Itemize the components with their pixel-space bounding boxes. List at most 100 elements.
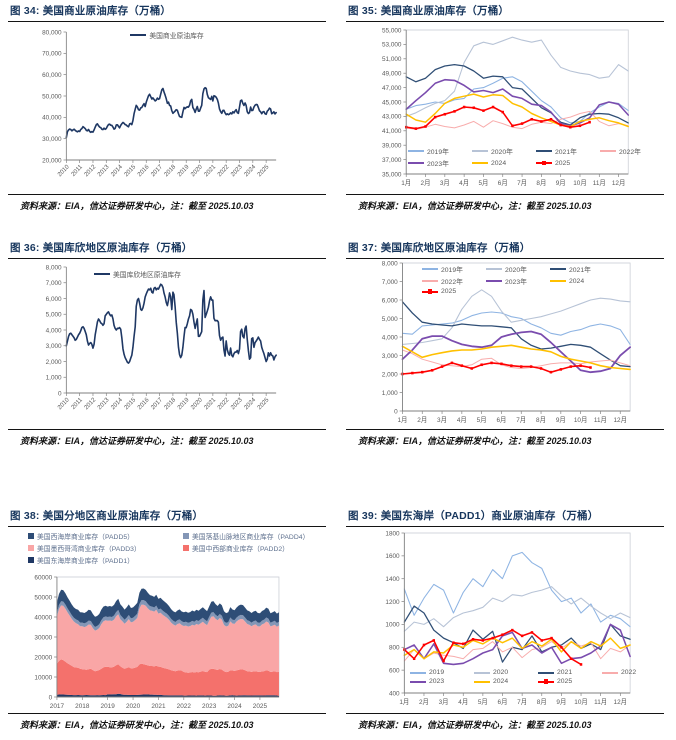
legend-item: 美国库欣地区原油库存 xyxy=(94,269,181,279)
svg-text:40000: 40000 xyxy=(34,614,52,621)
title-divider xyxy=(346,526,664,528)
legend-label: 2024 xyxy=(491,159,507,167)
svg-text:2010: 2010 xyxy=(56,396,71,411)
svg-text:12月: 12月 xyxy=(613,416,627,424)
legend-swatch-icon xyxy=(550,280,566,283)
title-divider xyxy=(346,21,664,23)
figure-35-legend: 2019年 2020年 2021年 2022年 2023年 2024 2025 xyxy=(408,146,652,168)
legend-swatch-icon xyxy=(538,671,554,674)
figure-34: 图 34: 美国商业原油库存（万桶） 美国商业原油库存 20,000 30,000… xyxy=(0,0,338,237)
source-divider xyxy=(8,429,326,431)
legend-item: 2023 xyxy=(410,678,462,685)
figure-34-chart-area: 美国商业原油库存 20,000 30,000 40,000 50,000 60,000 7… xyxy=(8,22,326,194)
svg-text:2018: 2018 xyxy=(75,703,90,710)
svg-text:70,000: 70,000 xyxy=(42,51,62,58)
svg-text:2021: 2021 xyxy=(151,703,166,710)
legend-item: 2020年 xyxy=(486,264,538,274)
svg-text:10月: 10月 xyxy=(574,416,588,424)
svg-text:7月: 7月 xyxy=(517,179,527,187)
svg-text:2023: 2023 xyxy=(230,396,245,411)
svg-text:20000: 20000 xyxy=(34,654,52,661)
legend-item: 2021年 xyxy=(536,146,588,156)
figure-35-title: 图 35: 美国商业原油库存（万桶） xyxy=(348,5,510,17)
legend-item: 2022年 xyxy=(422,276,474,286)
svg-text:3月: 3月 xyxy=(437,416,447,424)
legend-swatch-icon xyxy=(536,160,552,166)
svg-text:50000: 50000 xyxy=(34,594,52,601)
svg-text:6月: 6月 xyxy=(498,179,508,187)
svg-text:51,000: 51,000 xyxy=(382,56,402,63)
figure-36-chart-area: 美国库欣地区原油库存 0 1,000 2,000 3,000 4,000 5,000 6,0… xyxy=(8,259,326,429)
svg-text:5月: 5月 xyxy=(478,698,488,706)
legend-item: 美国中西部商业库存（PADD2） xyxy=(183,543,326,553)
figure-38-chart: 0 10000 20000 30000 40000 50000 60000 2017 2018 2… xyxy=(34,574,280,710)
figure-35-chart-area: 2019年 2020年 2021年 2022年 2023年 2024 2025 35,000… xyxy=(346,22,664,194)
svg-text:8月: 8月 xyxy=(536,416,546,424)
svg-text:8,000: 8,000 xyxy=(382,260,398,267)
svg-text:9月: 9月 xyxy=(556,179,566,187)
legend-label: 2022年 xyxy=(619,149,641,157)
source-divider xyxy=(346,194,664,196)
svg-text:11月: 11月 xyxy=(594,698,607,706)
svg-text:2012: 2012 xyxy=(83,163,98,178)
svg-text:8月: 8月 xyxy=(536,179,546,187)
svg-text:2024: 2024 xyxy=(243,396,258,411)
figure-37-chart: 0 1,000 2,000 3,000 4,000 5,000 6,000 7,000 8,00… xyxy=(382,260,631,424)
svg-text:2022: 2022 xyxy=(177,703,192,710)
legend-label: 美国商业原油库存 xyxy=(149,33,204,41)
legend-label: 2019年 xyxy=(427,149,449,157)
legend-label: 美国落基山脉地区商业库存（PADD4） xyxy=(192,534,310,542)
legend-item: 2021 xyxy=(538,669,590,676)
svg-text:6月: 6月 xyxy=(496,416,506,424)
svg-text:4月: 4月 xyxy=(459,179,469,187)
svg-text:2016: 2016 xyxy=(136,396,151,411)
svg-text:1,000: 1,000 xyxy=(382,390,398,397)
title-divider xyxy=(8,258,326,260)
svg-text:2023: 2023 xyxy=(202,703,217,710)
legend-item: 2024 xyxy=(550,278,602,285)
legend-label: 2024 xyxy=(493,678,509,686)
figure-34-title: 图 34: 美国商业原油库存（万桶） xyxy=(10,5,172,17)
svg-text:2011: 2011 xyxy=(70,163,84,178)
svg-text:2022: 2022 xyxy=(216,396,231,411)
legend-item: 2020 xyxy=(474,669,526,676)
legend-swatch-icon xyxy=(472,150,488,153)
legend-item: 2019年 xyxy=(408,146,460,156)
svg-text:2017: 2017 xyxy=(150,163,165,178)
legend-swatch-icon xyxy=(28,545,34,552)
legend-swatch-icon xyxy=(474,671,490,674)
svg-text:2021: 2021 xyxy=(203,163,218,178)
svg-text:12月: 12月 xyxy=(612,179,626,187)
legend-label: 美国中西部商业库存（PADD2） xyxy=(192,546,289,554)
legend-label: 2020年 xyxy=(505,267,527,275)
legend-swatch-icon xyxy=(408,150,424,153)
svg-text:2,000: 2,000 xyxy=(46,359,62,366)
figure-36-chart: 0 1,000 2,000 3,000 4,000 5,000 6,000 7,000 8,00… xyxy=(46,264,277,411)
legend-label: 2022 xyxy=(621,669,637,677)
svg-text:1400: 1400 xyxy=(385,576,400,583)
svg-text:2019: 2019 xyxy=(101,703,116,710)
figure-36-title: 图 36: 美国库欣地区原油库存（万桶） xyxy=(10,242,193,254)
svg-text:41,000: 41,000 xyxy=(382,128,402,135)
svg-text:47,000: 47,000 xyxy=(382,85,402,92)
svg-text:1月: 1月 xyxy=(399,698,409,706)
svg-text:0: 0 xyxy=(394,408,398,415)
figure-38: 图 38: 美国分地区商业原油库存（万桶） 美国西海岸商业库存（PADD5） 美国… xyxy=(0,459,338,740)
legend-item: 2025 xyxy=(422,288,474,295)
svg-text:7月: 7月 xyxy=(517,698,527,706)
title-divider xyxy=(8,526,326,528)
svg-text:1,000: 1,000 xyxy=(46,375,62,382)
legend-item: 2023年 xyxy=(408,158,460,168)
svg-text:10000: 10000 xyxy=(34,674,52,681)
svg-text:2017: 2017 xyxy=(150,396,165,411)
figure-36: 图 36: 美国库欣地区原油库存（万桶） 美国库欣地区原油库存 0 1,000 2,… xyxy=(0,237,338,459)
svg-text:35,000: 35,000 xyxy=(382,171,402,178)
figure-38-legend: 美国西海岸商业库存（PADD5） 美国落基山脉地区商业库存（PADD4） 美国墨西哥… xyxy=(8,527,326,573)
svg-text:800: 800 xyxy=(389,645,400,652)
legend-item: 美国商业原油库存 xyxy=(130,30,204,41)
legend-swatch-icon xyxy=(130,34,147,37)
legend-item: 2024 xyxy=(472,160,524,167)
svg-text:1月: 1月 xyxy=(397,416,407,424)
legend-marker-icon xyxy=(542,160,547,166)
legend-label: 美国库欣地区原油库存 xyxy=(113,272,181,280)
